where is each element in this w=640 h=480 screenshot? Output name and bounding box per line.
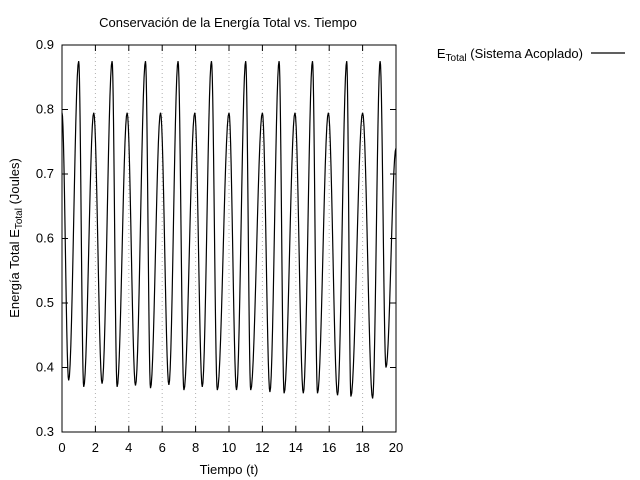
legend-label-suffix: (Sistema Acoplado) xyxy=(467,46,583,61)
x-tick-label: 10 xyxy=(222,440,236,455)
y-axis-label-base: Energía Total E xyxy=(7,229,22,318)
y-tick-label: 0.9 xyxy=(36,37,54,52)
x-tick-label: 18 xyxy=(355,440,369,455)
x-tick-label: 14 xyxy=(289,440,303,455)
y-axis-label-subscript: Total xyxy=(14,208,25,229)
x-tick-label: 0 xyxy=(58,440,65,455)
x-axis-label: Tiempo (t) xyxy=(200,462,259,477)
chart-title: Conservación de la Energía Total vs. Tie… xyxy=(99,15,357,30)
grid-lines xyxy=(94,45,364,432)
y-tick-label: 0.3 xyxy=(36,424,54,439)
x-tick-label: 2 xyxy=(92,440,99,455)
plot-frame xyxy=(61,44,397,433)
y-tick-label: 0.6 xyxy=(36,231,54,246)
x-tick-label: 16 xyxy=(322,440,336,455)
y-tick-label: 0.8 xyxy=(36,102,54,117)
y-axis-label: Energía Total ETotal (Joules) xyxy=(7,158,25,318)
tick-labels: 0 2 4 6 8 10 12 14 16 18 20 0.3 0.4 0.5 0.6 0.7 0.8 0.9 xyxy=(36,37,403,455)
x-tick-label: 4 xyxy=(125,440,132,455)
y-tick-label: 0.5 xyxy=(36,295,54,310)
legend-label: ETotal (Sistema Acoplado) xyxy=(437,46,583,64)
y-axis-label-suffix: (Joules) xyxy=(7,158,22,208)
series-line-etotal xyxy=(61,61,397,399)
legend: ETotal (Sistema Acoplado) xyxy=(437,46,625,64)
y-tick-label: 0.7 xyxy=(36,166,54,181)
x-tick-label: 12 xyxy=(255,440,269,455)
y-tick-label: 0.4 xyxy=(36,360,54,375)
legend-label-subscript: Total xyxy=(446,53,467,64)
legend-label-base: E xyxy=(437,46,446,61)
x-tick-label: 8 xyxy=(192,440,199,455)
x-tick-label: 6 xyxy=(159,440,166,455)
x-tick-label: 20 xyxy=(389,440,403,455)
